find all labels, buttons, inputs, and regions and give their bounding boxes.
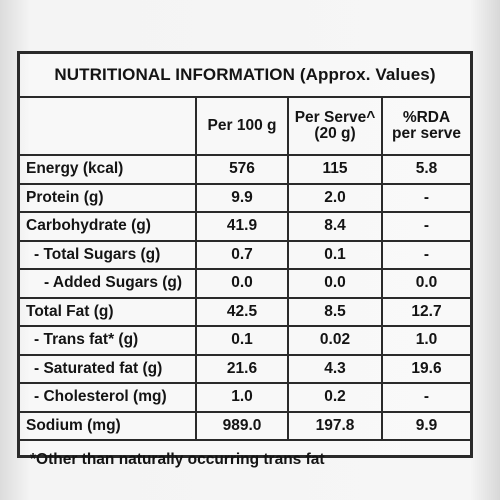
value-rda: - [381, 182, 470, 213]
nutrient-name: Total Fat (g) [20, 296, 197, 327]
nutrient-name: Carbohydrate (g) [20, 211, 197, 242]
header-nutrient [20, 98, 197, 156]
value-rda: 19.6 [381, 353, 470, 384]
value-rda: 5.8 [381, 155, 470, 185]
value-per-100g: 576 [195, 155, 289, 185]
nutrient-name: Protein (g) [20, 182, 197, 213]
nutrient-name: - Cholesterol (mg) [20, 382, 197, 413]
value-per-serve: 0.1 [287, 239, 383, 270]
nutrient-name: Sodium (mg) [20, 410, 197, 441]
header-rda: %RDA per serve [381, 98, 470, 156]
nutrient-name: - Total Sugars (g) [20, 239, 197, 270]
table-row: - Cholesterol (mg) 1.0 0.2 - [20, 382, 470, 413]
table-row: - Trans fat* (g) 0.1 0.02 1.0 [20, 325, 470, 356]
value-per-serve: 4.3 [287, 353, 383, 384]
value-rda: - [381, 211, 470, 242]
nutrient-name: - Saturated fat (g) [20, 353, 197, 384]
value-per-100g: 41.9 [195, 211, 289, 242]
value-per-100g: 0.7 [195, 239, 289, 270]
value-rda: 12.7 [381, 296, 470, 327]
value-per-serve: 8.5 [287, 296, 383, 327]
nutrient-name: Energy (kcal) [20, 155, 197, 185]
value-per-serve: 0.02 [287, 325, 383, 356]
value-per-serve: 8.4 [287, 211, 383, 242]
value-per-serve: 0.0 [287, 268, 383, 299]
value-rda: 1.0 [381, 325, 470, 356]
value-per-100g: 9.9 [195, 182, 289, 213]
value-rda: 0.0 [381, 268, 470, 299]
table-row: Sodium (mg) 989.0 197.8 9.9 [20, 410, 470, 441]
header-per-100g: Per 100 g [195, 98, 289, 156]
nutrition-title: NUTRITIONAL INFORMATION (Approx. Values) [20, 54, 470, 98]
value-per-serve: 115 [287, 155, 383, 185]
value-per-serve: 2.0 [287, 182, 383, 213]
table-row: - Total Sugars (g) 0.7 0.1 - [20, 239, 470, 270]
nutrient-name: - Trans fat* (g) [20, 325, 197, 356]
table-row: Total Fat (g) 42.5 8.5 12.7 [20, 296, 470, 327]
footnote: *Other than naturally occurring trans fa… [30, 451, 325, 468]
header-per-serve: Per Serve^ (20 g) [287, 98, 383, 156]
value-rda: - [381, 239, 470, 270]
value-per-100g: 42.5 [195, 296, 289, 327]
value-per-100g: 0.0 [195, 268, 289, 299]
value-per-serve: 197.8 [287, 410, 383, 441]
value-per-serve: 0.2 [287, 382, 383, 413]
table-row: - Added Sugars (g) 0.0 0.0 0.0 [20, 268, 470, 299]
value-per-100g: 989.0 [195, 410, 289, 441]
table-row: - Saturated fat (g) 21.6 4.3 19.6 [20, 353, 470, 384]
value-per-100g: 21.6 [195, 353, 289, 384]
value-per-100g: 0.1 [195, 325, 289, 356]
nutrition-table: Per 100 g Per Serve^ (20 g) %RDA per ser… [20, 98, 470, 441]
nutrient-name: - Added Sugars (g) [20, 268, 197, 299]
table-row: Energy (kcal) 576 115 5.8 [20, 155, 470, 185]
value-per-100g: 1.0 [195, 382, 289, 413]
table-row: Carbohydrate (g) 41.9 8.4 - [20, 211, 470, 242]
value-rda: - [381, 382, 470, 413]
header-row: Per 100 g Per Serve^ (20 g) %RDA per ser… [20, 98, 470, 156]
value-rda: 9.9 [381, 410, 470, 441]
nutrition-label: NUTRITIONAL INFORMATION (Approx. Values)… [17, 51, 473, 468]
table-row: Protein (g) 9.9 2.0 - [20, 182, 470, 213]
